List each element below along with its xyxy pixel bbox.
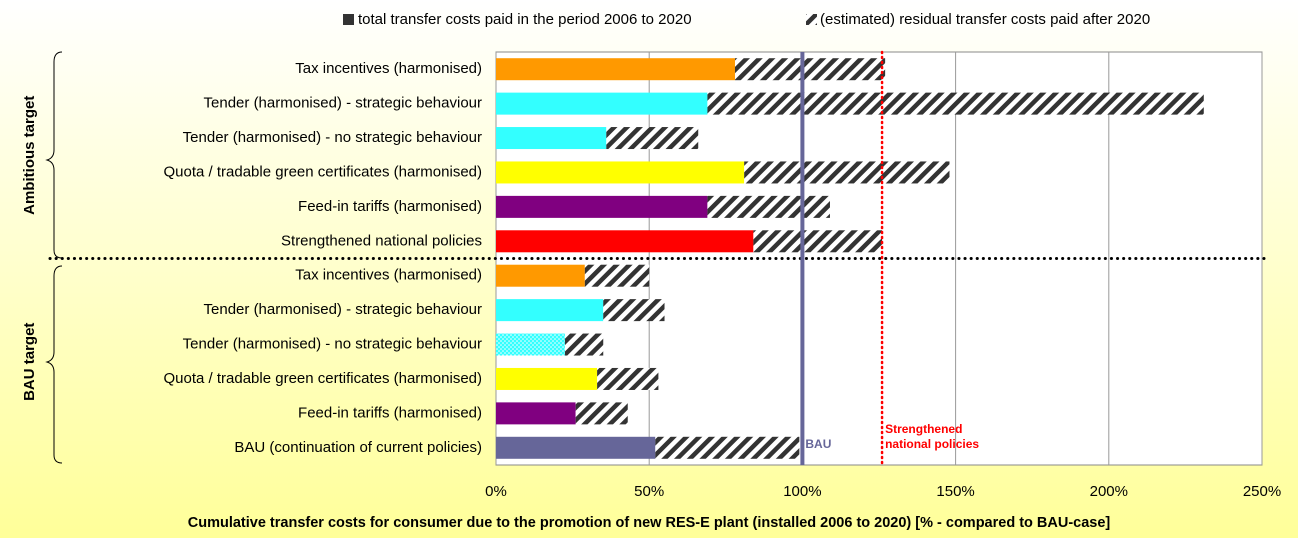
bar-segment: [564, 333, 604, 356]
bar-segment: [597, 367, 659, 390]
bar-segment: [734, 58, 886, 81]
group-label: Ambitious target: [21, 96, 38, 215]
y-tick-label: Quota / tradable green certificates (har…: [164, 370, 483, 387]
reference-label-text: Strengthened national policies: [885, 422, 980, 451]
bar-segment: [707, 92, 1204, 115]
y-tick-label: Tender (harmonised) - no strategic behav…: [183, 129, 482, 146]
bar-segment: [496, 92, 708, 115]
legend: total transfer costs paid in the period …: [343, 11, 1150, 28]
legend-label: total transfer costs paid in the period …: [358, 11, 692, 28]
bar-segment: [496, 127, 607, 150]
bar-segment: [744, 161, 950, 184]
y-tick-label: Tender (harmonised) - no strategic behav…: [183, 336, 482, 353]
y-tick-label: Strengthened national policies: [281, 232, 482, 249]
bar-segment: [496, 402, 576, 425]
bar-segment: [496, 195, 708, 218]
reference-label: Strengthened national policies: [885, 422, 980, 451]
bar-segment: [655, 436, 800, 459]
bar-segment: [496, 161, 745, 184]
bar-segment: [603, 299, 665, 322]
x-tick-label: 50%: [634, 483, 664, 500]
legend-swatch: [806, 14, 817, 25]
bar-segment: [496, 264, 585, 287]
bar-segment: [496, 58, 735, 81]
bar-segment: [496, 436, 656, 459]
y-tick-label: Quota / tradable green certificates (har…: [164, 163, 483, 180]
x-tick-label: 100%: [783, 483, 821, 500]
reference-label-text: BAU: [805, 437, 832, 451]
x-tick-label: 150%: [936, 483, 974, 500]
y-tick-label: Tender (harmonised) - strategic behaviou…: [204, 301, 482, 318]
legend-label: (estimated) residual transfer costs paid…: [820, 11, 1150, 28]
bar-segment: [575, 402, 628, 425]
y-tick-label: Feed-in tariffs (harmonised): [298, 404, 482, 421]
bar-segment: [496, 333, 565, 356]
bar-segment: [753, 230, 883, 253]
reference-label: BAU: [805, 437, 832, 451]
y-tick-label: Tax incentives (harmonised): [295, 60, 482, 77]
y-tick-label: Tax incentives (harmonised): [295, 267, 482, 284]
x-tick-label: 250%: [1243, 483, 1281, 500]
bar-segment: [496, 230, 754, 253]
bar-segment: [606, 127, 699, 150]
group-brace: [45, 265, 63, 464]
bar-segment: [707, 195, 830, 218]
y-tick-label: Feed-in tariffs (harmonised): [298, 198, 482, 215]
x-tick-label: 0%: [485, 483, 507, 500]
x-tick-label: 200%: [1090, 483, 1128, 500]
legend-swatch: [343, 14, 354, 25]
group-brace: [45, 51, 63, 259]
bar-segment: [496, 367, 598, 390]
y-tick-label: Tender (harmonised) - strategic behaviou…: [204, 95, 482, 112]
y-tick-label: BAU (continuation of current policies): [234, 439, 482, 456]
bar-segment: [496, 299, 604, 322]
group-label: BAU target: [21, 323, 38, 401]
bar-segment: [584, 264, 650, 287]
x-axis-label: Cumulative transfer costs for consumer d…: [188, 515, 1111, 531]
